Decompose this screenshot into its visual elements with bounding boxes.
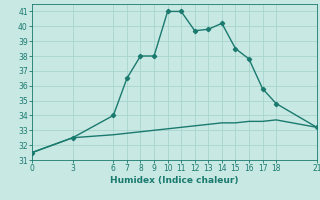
X-axis label: Humidex (Indice chaleur): Humidex (Indice chaleur)	[110, 176, 239, 185]
